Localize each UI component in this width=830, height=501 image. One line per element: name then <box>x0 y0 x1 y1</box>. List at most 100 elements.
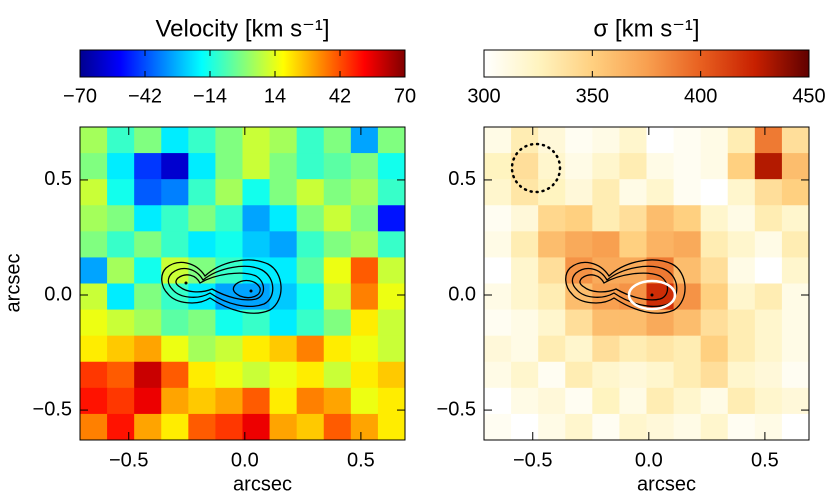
heatmap-cell <box>781 413 810 441</box>
heatmap-cell <box>484 127 512 154</box>
heatmap-cell <box>727 335 756 363</box>
heatmap-cell <box>215 413 243 441</box>
heatmap-cell <box>242 387 271 415</box>
heatmap-cell <box>673 179 702 206</box>
heatmap-cell <box>619 153 647 180</box>
heatmap-cell <box>754 283 783 311</box>
heatmap-cell <box>484 205 512 232</box>
heatmap-cell <box>619 205 647 232</box>
heatmap-cell <box>296 205 325 232</box>
heatmap-cell <box>80 231 108 258</box>
heatmap-cell <box>484 231 512 258</box>
heatmap-cell <box>377 309 406 337</box>
heatmap-cell <box>538 179 566 206</box>
heatmap-cell <box>511 127 539 154</box>
heatmap-cell <box>269 205 298 232</box>
heatmap-cell <box>673 231 702 258</box>
heatmap-cell <box>188 231 216 258</box>
heatmap-cell <box>511 361 539 389</box>
heatmap-cell <box>242 335 271 363</box>
heatmap-cell <box>538 257 566 284</box>
heatmap-cell <box>592 153 620 180</box>
heatmap-cell <box>781 283 810 311</box>
y-tick-label: 0.0 <box>44 283 72 305</box>
heatmap-cell <box>188 153 216 180</box>
heatmap-cell <box>565 413 593 441</box>
heatmap-cell <box>296 387 325 415</box>
heatmap-cell <box>80 413 108 441</box>
colorbar-tick-label: 300 <box>467 85 500 107</box>
heatmap-cell <box>296 127 325 154</box>
heatmap-cell <box>80 361 108 389</box>
heatmap-cell <box>754 127 783 154</box>
psf-circle <box>510 142 562 194</box>
heatmap-cell <box>511 231 539 258</box>
x-tick-label: 0.0 <box>231 449 259 471</box>
heatmap-cell <box>377 231 406 258</box>
heatmap-cell <box>296 361 325 389</box>
heatmap-cell <box>592 179 620 206</box>
colorbar-tick-label: 400 <box>684 85 717 107</box>
heatmap-cell <box>565 179 593 206</box>
heatmap-cell <box>269 283 298 311</box>
heatmap-cell <box>107 387 135 415</box>
heatmap-cell <box>484 413 512 441</box>
heatmap-cell <box>700 179 729 206</box>
heatmap-cell <box>323 361 352 389</box>
heatmap-cell <box>107 335 135 363</box>
y-tick-label: −0.5 <box>437 398 476 420</box>
heatmap-cell <box>188 387 216 415</box>
heatmap-cell <box>350 309 379 337</box>
heatmap-cell <box>350 361 379 389</box>
heatmap-cell <box>700 335 729 363</box>
heatmap-cell <box>161 231 189 258</box>
heatmap-cell <box>781 257 810 284</box>
heatmap-cell <box>215 179 243 206</box>
heatmap-cell <box>377 153 406 180</box>
heatmap-cell <box>619 127 647 154</box>
heatmap-cell <box>134 179 162 206</box>
heatmap-cell <box>646 153 675 180</box>
plot-frame <box>483 126 810 441</box>
heatmap-cell <box>646 257 675 284</box>
colorbar-tick-label: −42 <box>128 85 162 107</box>
heatmap-cell <box>350 153 379 180</box>
heatmap-cell <box>592 231 620 258</box>
heatmap-cell <box>646 309 675 337</box>
y-tick-label: 0.5 <box>44 168 72 190</box>
heatmap-cell <box>323 257 352 284</box>
heatmap-cell <box>161 335 189 363</box>
heatmap-cell <box>565 309 593 337</box>
heatmap-cell <box>538 283 566 311</box>
heatmap-cell <box>700 231 729 258</box>
heatmap-cell <box>296 335 325 363</box>
heatmap-cell <box>377 361 406 389</box>
colorbar <box>483 49 810 78</box>
heatmap-cell <box>188 413 216 441</box>
heatmap-cell <box>134 231 162 258</box>
heatmap-cell <box>215 387 243 415</box>
heatmap-cell <box>215 153 243 180</box>
heatmap-cell <box>727 231 756 258</box>
heatmap-cell <box>619 361 647 389</box>
heatmap-cell <box>134 309 162 337</box>
heatmap-cell <box>781 153 810 180</box>
heatmap-cell <box>296 413 325 441</box>
heatmap-cell <box>511 335 539 363</box>
heatmap-cell <box>242 309 271 337</box>
heatmap-cell <box>242 205 271 232</box>
heatmap-cell <box>350 179 379 206</box>
colorbar-tick-label: 70 <box>394 85 416 107</box>
heatmap-cell <box>215 361 243 389</box>
heatmap-cell <box>269 335 298 363</box>
heatmap-cell <box>538 309 566 337</box>
heatmap-cell <box>673 153 702 180</box>
heatmap-cell <box>754 257 783 284</box>
overlays <box>161 142 686 314</box>
heatmap-cell <box>592 205 620 232</box>
heatmap-cell <box>538 127 566 154</box>
heatmap-cell <box>727 153 756 180</box>
heatmap-cell <box>296 231 325 258</box>
heatmap-cell <box>215 127 243 154</box>
heatmap-cell <box>323 127 352 154</box>
